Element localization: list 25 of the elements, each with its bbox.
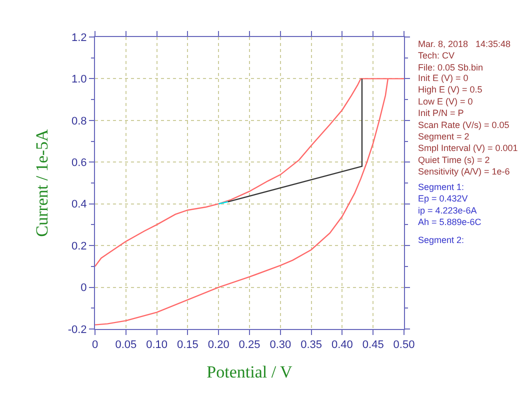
y-tick-label: 1.2 xyxy=(72,32,87,44)
x-tick-label: 0.35 xyxy=(300,339,322,352)
x-tick-label: 0.20 xyxy=(208,339,230,352)
text: Init E (V) = 0 High E (V) = 0.5 Low E (V) = 0 Init P/N = P Scan Rate (V/s) = 0.05 Segment = 2 Smpl Interval (V) = 0.001 Quiet Time (s) = 2 Sensitivity (A/V) = 1e-6 xyxy=(418,73,518,177)
text: Mar. 8, 2018 14:35:48 Tech: CV File: 0.05 Sb.bin xyxy=(418,39,511,72)
text: Segment 2: xyxy=(418,235,464,245)
y-axis-title: Current / 1e-5A xyxy=(32,128,52,237)
x-tick-label: 0.30 xyxy=(270,339,292,352)
y-tick-label: 0.4 xyxy=(72,198,87,211)
y-tick-label: 0.2 xyxy=(72,240,87,252)
x-axis-title: Potential / V xyxy=(206,362,294,382)
text: Segment 1: Ep = 0.432V ip = 4.223e-6A Ah = 5.889e-6C xyxy=(418,182,482,228)
x-tick-label: 0.45 xyxy=(362,339,384,352)
x-tick-label: 0.50 xyxy=(393,339,415,352)
y-tick-label: 1.0 xyxy=(72,74,87,86)
x-tick-label: 0.10 xyxy=(146,339,168,352)
x-tick-label: 0.15 xyxy=(176,339,198,352)
y-tick-label: 0.6 xyxy=(72,156,87,169)
x-tick-label: 0.25 xyxy=(238,339,260,352)
y-tick-label: 0.8 xyxy=(72,115,87,128)
y-tick-label: -0.2 xyxy=(68,324,87,336)
x-tick-label: 0.05 xyxy=(115,339,137,352)
y-tick-label: 0 xyxy=(80,282,87,294)
x-tick-label: 0.40 xyxy=(331,339,353,352)
x-tick-label: 0 xyxy=(92,339,98,352)
